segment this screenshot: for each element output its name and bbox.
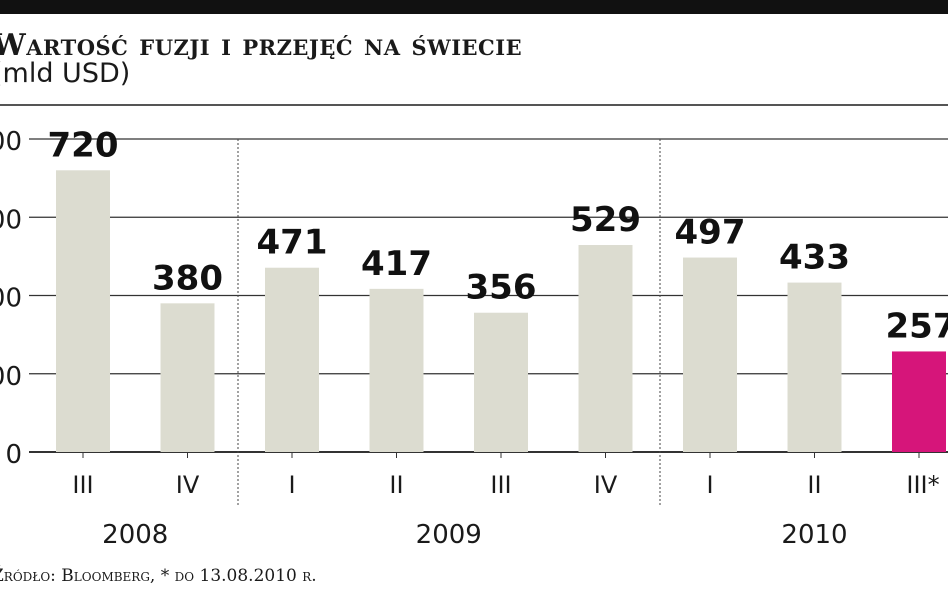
x-tick-label: IV <box>176 471 200 499</box>
source-note: Źródło: Bloomberg, * do 13.08.2010 r. <box>0 566 317 586</box>
bar-value-label: 471 <box>257 223 328 263</box>
x-tick-label: III <box>72 471 93 499</box>
title-divider <box>0 104 948 106</box>
bar-value-label: 417 <box>361 244 432 284</box>
x-tick-label: I <box>706 471 713 499</box>
chart-title: Wartość fuzji i przejęć na świecie <box>0 28 523 63</box>
x-tick-label: I <box>288 471 295 499</box>
top-bar <box>0 0 948 14</box>
bar-value-label: 720 <box>48 125 119 165</box>
y-tick-label: 400 <box>0 284 22 314</box>
bar <box>892 351 946 452</box>
bar-value-label: 529 <box>570 200 641 240</box>
x-tick-label: II <box>389 471 403 499</box>
year-label: 2010 <box>781 520 847 550</box>
y-tick-label: 800 <box>0 127 22 157</box>
y-tick-label: 600 <box>0 205 22 235</box>
year-label: 2008 <box>102 520 168 550</box>
bar <box>683 257 737 452</box>
bar <box>369 288 424 452</box>
bar <box>787 282 842 452</box>
bar-value-label: 497 <box>675 213 746 253</box>
x-tick-label: III <box>490 471 511 499</box>
bar <box>56 170 110 453</box>
x-tick-label: IV <box>594 471 618 499</box>
bar-value-label: 356 <box>466 268 537 308</box>
bar <box>578 245 633 452</box>
y-tick-label: 200 <box>0 362 22 392</box>
bar <box>160 303 215 452</box>
bar-value-label: 257 <box>886 306 948 346</box>
bar <box>265 267 319 452</box>
bar <box>474 312 528 452</box>
bar-chart: 0200400600800720III380IV471I417II356III5… <box>0 125 948 550</box>
bar-value-label: 433 <box>779 238 850 278</box>
bar-value-label: 380 <box>152 258 223 298</box>
x-tick-label: III* <box>906 471 939 499</box>
x-tick-label: II <box>807 471 821 499</box>
year-label: 2009 <box>416 520 482 550</box>
y-tick-label: 0 <box>5 440 22 470</box>
chart-subtitle: (mld USD) <box>0 58 131 89</box>
